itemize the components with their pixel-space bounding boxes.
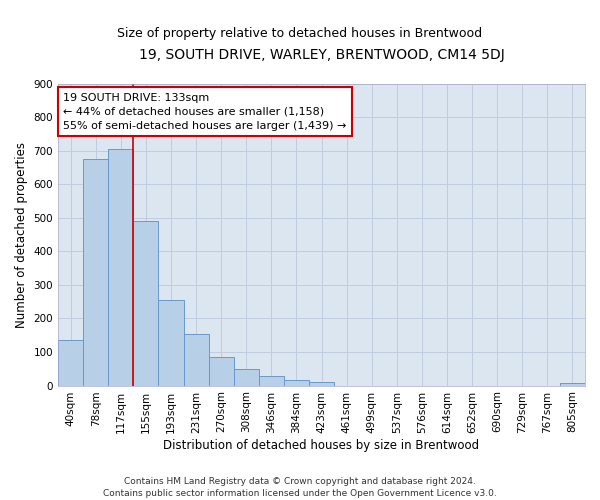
Y-axis label: Number of detached properties: Number of detached properties bbox=[15, 142, 28, 328]
Bar bbox=[209, 357, 233, 386]
Text: 19 SOUTH DRIVE: 133sqm
← 44% of detached houses are smaller (1,158)
55% of semi-: 19 SOUTH DRIVE: 133sqm ← 44% of detached… bbox=[64, 92, 347, 130]
Bar bbox=[560, 383, 585, 386]
Bar bbox=[284, 380, 309, 386]
Bar bbox=[259, 376, 284, 386]
Text: Size of property relative to detached houses in Brentwood: Size of property relative to detached ho… bbox=[118, 28, 482, 40]
Bar bbox=[58, 340, 83, 386]
Bar bbox=[133, 221, 158, 386]
Bar bbox=[184, 334, 209, 386]
Bar bbox=[158, 300, 184, 386]
X-axis label: Distribution of detached houses by size in Brentwood: Distribution of detached houses by size … bbox=[163, 440, 479, 452]
Bar bbox=[83, 159, 108, 386]
Bar bbox=[309, 382, 334, 386]
Bar bbox=[233, 369, 259, 386]
Title: 19, SOUTH DRIVE, WARLEY, BRENTWOOD, CM14 5DJ: 19, SOUTH DRIVE, WARLEY, BRENTWOOD, CM14… bbox=[139, 48, 505, 62]
Text: Contains HM Land Registry data © Crown copyright and database right 2024.
Contai: Contains HM Land Registry data © Crown c… bbox=[103, 476, 497, 498]
Bar bbox=[108, 149, 133, 386]
